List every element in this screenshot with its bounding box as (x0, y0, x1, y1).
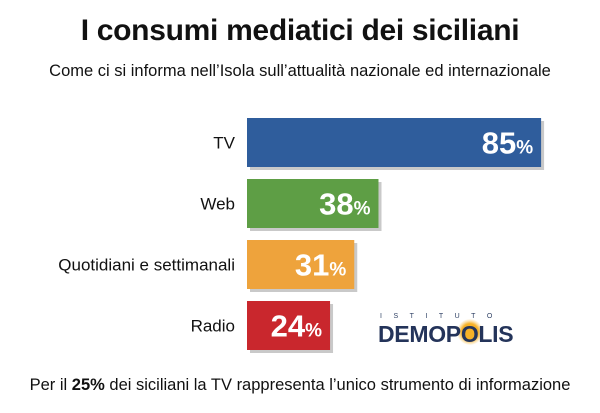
category-label: Quotidiani e settimanali (58, 256, 235, 275)
footnote-prefix: Per il (29, 376, 72, 394)
logo-wordmark: DEMOPOLIS (378, 321, 514, 347)
category-label: TV (213, 134, 235, 153)
chart-title: I consumi mediatici dei siciliani (80, 14, 520, 47)
bar-quotidiani-e-settimanali (247, 240, 355, 289)
value-label: 24% (271, 309, 322, 344)
footnote: Per il 25% dei siciliani la TV rappresen… (0, 376, 600, 395)
value-label: 31% (295, 248, 346, 283)
value-label: 38% (319, 187, 370, 222)
footnote-highlight: 25% (71, 376, 105, 394)
demopolis-logo: ISTITUTO DEMOPOLIS (378, 313, 538, 353)
sun-icon (457, 319, 483, 345)
bar-radio (247, 301, 331, 350)
category-label: Radio (191, 317, 235, 336)
bar-chart: TV 85% Web 38% Quotidiani e settimanali 31% Ra… (58, 118, 545, 353)
footnote-suffix: dei siciliani la TV rappresenta l’unico … (104, 376, 571, 394)
category-label: Web (200, 195, 235, 214)
chart-subtitle: Come ci si informa nell’Isola sull’attua… (49, 62, 551, 80)
bar-web (247, 179, 379, 228)
logo-small-text: ISTITUTO (380, 313, 504, 320)
bars: TV 85% Web 38% Quotidiani e settimanali 31% Ra… (58, 118, 545, 353)
value-label: 85% (482, 126, 533, 161)
bar-tv (247, 118, 542, 167)
